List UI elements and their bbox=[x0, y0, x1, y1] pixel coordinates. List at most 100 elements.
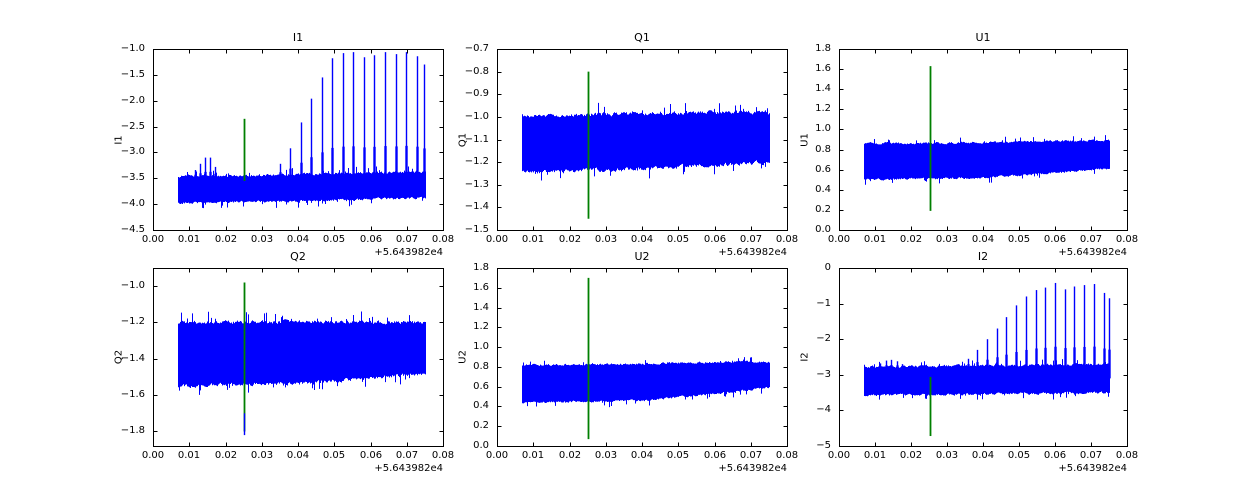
y-tick-label: −3.5 bbox=[120, 172, 145, 183]
x-tick-label: 0.04 bbox=[971, 234, 995, 245]
x-tick-label: 0.06 bbox=[359, 450, 383, 461]
y-tick-label: −1.0 bbox=[464, 111, 489, 122]
x-tick-label: 0.00 bbox=[485, 450, 509, 461]
y-tick-label: 1.0 bbox=[473, 341, 489, 352]
plot-title-Q1: Q1 bbox=[634, 31, 650, 44]
y-tick-label: 1.6 bbox=[473, 282, 489, 293]
x-tick-label: 0.01 bbox=[863, 234, 887, 245]
x-tick-label: 0.00 bbox=[141, 234, 165, 245]
x-offset-label-Q2: +5.643982e4 bbox=[374, 463, 443, 474]
x-tick-label: 0.05 bbox=[666, 450, 690, 461]
y-tick-label: 1.4 bbox=[473, 302, 489, 313]
x-offset-label-U2: +5.643982e4 bbox=[718, 463, 787, 474]
y-tick-label: −1.2 bbox=[120, 316, 145, 327]
x-tick-label: 0.06 bbox=[1043, 450, 1067, 461]
y-tick-label: 0.0 bbox=[815, 224, 831, 235]
y-axis-label-I1: I1 bbox=[113, 134, 125, 145]
y-tick-label: −2 bbox=[816, 333, 831, 344]
x-tick-label: 0.04 bbox=[286, 450, 310, 461]
x-tick-label: 0.03 bbox=[935, 234, 959, 245]
y-tick-label: 1.2 bbox=[473, 321, 489, 332]
y-tick-label: −3 bbox=[816, 369, 831, 380]
y-tick-label: 0.8 bbox=[473, 361, 489, 372]
x-tick-label: 0.00 bbox=[827, 234, 851, 245]
x-tick-label: 0.05 bbox=[1007, 234, 1031, 245]
y-tick-label: 1.2 bbox=[815, 103, 831, 114]
y-tick-label: 1.8 bbox=[473, 262, 489, 273]
x-tick-label: 0.02 bbox=[214, 234, 238, 245]
x-tick-label: 0.08 bbox=[431, 234, 455, 245]
y-tick-label: 0.8 bbox=[815, 144, 831, 155]
y-tick-label: −0.8 bbox=[464, 66, 489, 77]
x-tick-label: 0.06 bbox=[359, 234, 383, 245]
y-tick-label: −1 bbox=[816, 298, 831, 309]
y-tick-label: 0.2 bbox=[815, 204, 831, 215]
x-tick-label: 0.07 bbox=[395, 450, 419, 461]
x-tick-label: 0.02 bbox=[558, 234, 582, 245]
x-tick-label: 0.08 bbox=[775, 234, 799, 245]
x-tick-label: 0.01 bbox=[177, 234, 201, 245]
y-tick-label: 1.8 bbox=[815, 43, 831, 54]
x-tick-label: 0.04 bbox=[286, 234, 310, 245]
x-tick-label: 0.01 bbox=[177, 450, 201, 461]
x-tick-label: 0.01 bbox=[863, 450, 887, 461]
x-tick-label: 0.02 bbox=[899, 450, 923, 461]
y-tick-label: −1.4 bbox=[464, 201, 489, 212]
y-tick-label: −4.0 bbox=[120, 198, 145, 209]
x-tick-label: 0.00 bbox=[485, 234, 509, 245]
x-tick-label: 0.05 bbox=[666, 234, 690, 245]
x-tick-label: 0.08 bbox=[431, 450, 455, 461]
plot-title-I2: I2 bbox=[977, 250, 989, 263]
x-offset-label-I2: +5.643982e4 bbox=[1058, 463, 1127, 474]
x-tick-label: 0.02 bbox=[214, 450, 238, 461]
x-tick-label: 0.03 bbox=[250, 234, 274, 245]
y-tick-label: −1.5 bbox=[120, 69, 145, 80]
x-tick-label: 0.05 bbox=[1007, 450, 1031, 461]
plot-title-Q2: Q2 bbox=[290, 250, 306, 263]
x-tick-label: 0.08 bbox=[775, 450, 799, 461]
y-tick-label: −4 bbox=[816, 404, 831, 415]
x-tick-label: 0.08 bbox=[1115, 450, 1139, 461]
x-tick-label: 0.03 bbox=[594, 234, 618, 245]
x-tick-label: 0.07 bbox=[395, 234, 419, 245]
x-tick-label: 0.03 bbox=[935, 450, 959, 461]
x-tick-label: 0.02 bbox=[899, 234, 923, 245]
x-tick-label: 0.00 bbox=[141, 450, 165, 461]
x-offset-label-Q1: +5.643982e4 bbox=[718, 247, 787, 258]
x-tick-label: 0.07 bbox=[739, 234, 763, 245]
y-tick-label: −1.0 bbox=[120, 280, 145, 291]
y-tick-label: −2.0 bbox=[120, 95, 145, 106]
x-tick-label: 0.05 bbox=[322, 234, 346, 245]
x-tick-label: 0.01 bbox=[521, 234, 545, 245]
x-tick-label: 0.02 bbox=[558, 450, 582, 461]
y-tick-label: 0.6 bbox=[473, 381, 489, 392]
x-offset-label-U1: +5.643982e4 bbox=[1058, 247, 1127, 258]
x-tick-label: 0.01 bbox=[521, 450, 545, 461]
x-tick-label: 0.05 bbox=[322, 450, 346, 461]
y-tick-label: −4.5 bbox=[120, 224, 145, 235]
y-tick-label: 0.0 bbox=[473, 440, 489, 451]
y-tick-label: −1.0 bbox=[120, 43, 145, 54]
y-tick-label: −5 bbox=[816, 440, 831, 451]
x-tick-label: 0.00 bbox=[827, 450, 851, 461]
y-tick-label: −1.2 bbox=[464, 156, 489, 167]
y-tick-label: 1.0 bbox=[815, 123, 831, 134]
y-tick-label: −0.9 bbox=[464, 88, 489, 99]
y-tick-label: 0.4 bbox=[473, 400, 489, 411]
y-tick-label: 0.2 bbox=[473, 420, 489, 431]
y-tick-label: −1.4 bbox=[120, 353, 145, 364]
y-tick-label: −1.1 bbox=[464, 134, 489, 145]
x-tick-label: 0.04 bbox=[630, 234, 654, 245]
x-tick-label: 0.03 bbox=[250, 450, 274, 461]
y-tick-label: −3.0 bbox=[120, 146, 145, 157]
x-tick-label: 0.03 bbox=[594, 450, 618, 461]
y-tick-label: −1.5 bbox=[464, 224, 489, 235]
x-tick-label: 0.06 bbox=[703, 450, 727, 461]
y-tick-label: 1.6 bbox=[815, 63, 831, 74]
x-tick-label: 0.07 bbox=[739, 450, 763, 461]
plot-title-I1: I1 bbox=[292, 31, 304, 44]
x-tick-label: 0.07 bbox=[1079, 450, 1103, 461]
plot-title-U2: U2 bbox=[634, 250, 650, 263]
